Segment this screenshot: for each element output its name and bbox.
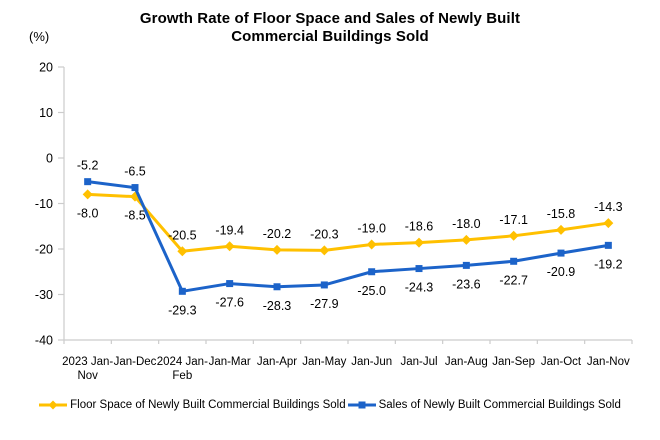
data-point-marker-square	[462, 261, 470, 269]
data-point-marker-diamond	[224, 241, 235, 252]
data-point-marker-diamond	[177, 246, 188, 257]
data-point-label: -14.3	[594, 200, 623, 214]
x-axis-category-label: Jan-Jul	[400, 356, 437, 368]
x-axis-category-label: Jan-May	[302, 356, 346, 368]
data-point-label: -20.2	[263, 227, 292, 241]
data-point-marker-diamond	[319, 245, 330, 256]
data-point-label: -22.7	[499, 273, 528, 287]
y-axis-tick-label: -20	[35, 243, 53, 257]
legend-label-sales: Sales of Newly Built Commercial Building…	[378, 399, 621, 411]
y-axis-tick-label: 20	[39, 61, 53, 75]
x-axis-category-label: Jan-Mar	[209, 356, 251, 368]
chart-title-line2: Commercial Buildings Sold	[231, 28, 429, 45]
y-axis-tick-label: 10	[39, 106, 53, 120]
data-point-marker-diamond	[603, 218, 614, 229]
chart-title: Growth Rate of Floor Space and Sales of …	[0, 10, 660, 46]
legend-item-floor-space: Floor Space of Newly Built Commercial Bu…	[39, 399, 346, 411]
data-point-marker-square	[368, 268, 376, 276]
data-point-label: -25.0	[357, 284, 386, 298]
y-axis-tick-label: 0	[46, 152, 53, 166]
data-point-label: -20.3	[310, 227, 339, 241]
legend-swatch-floor-space-icon	[39, 399, 68, 411]
data-point-label: -18.0	[452, 217, 481, 231]
x-axis-category-label: Jan-Apr	[257, 356, 297, 368]
data-point-label: -18.6	[405, 220, 434, 234]
data-point-marker-square	[510, 257, 518, 265]
legend-label-floor-space: Floor Space of Newly Built Commercial Bu…	[70, 399, 346, 411]
data-point-label: -19.4	[215, 223, 244, 237]
x-axis-category-label: 2024 Jan-Feb	[157, 356, 208, 382]
data-point-label: -5.2	[77, 159, 99, 173]
data-point-label: -29.3	[168, 303, 197, 317]
data-point-label: -27.9	[310, 297, 339, 311]
data-point-label: -19.2	[594, 257, 623, 271]
legend-item-sales: Sales of Newly Built Commercial Building…	[347, 399, 621, 411]
x-axis-category-label: Jan-Nov	[587, 356, 630, 368]
data-point-marker-square	[84, 178, 92, 186]
data-point-label: -8.5	[124, 209, 146, 223]
data-point-marker-square	[415, 265, 423, 273]
data-point-label: -6.5	[124, 165, 146, 179]
data-point-marker-diamond	[82, 189, 93, 200]
legend-swatch-sales-icon	[347, 399, 376, 411]
data-point-marker-square	[178, 287, 186, 295]
data-point-marker-diamond	[272, 244, 282, 255]
chart-title-line1: Growth Rate of Floor Space and Sales of …	[139, 10, 521, 27]
data-point-marker-diamond	[414, 237, 424, 248]
data-point-label: -20.5	[168, 228, 197, 242]
data-point-marker-square	[557, 249, 565, 257]
data-point-label: -28.3	[263, 299, 292, 313]
y-axis-tick-label: -30	[35, 288, 53, 302]
x-axis-category-label: Jan-Dec	[114, 356, 157, 368]
data-point-marker-diamond	[508, 230, 519, 241]
x-axis-category-label: Jan-Jun	[351, 356, 392, 368]
data-point-label: -23.6	[452, 277, 481, 291]
data-point-label: -19.0	[357, 221, 386, 235]
x-axis-category-label: Jan-Sep	[492, 356, 535, 368]
data-point-marker-diamond	[461, 234, 472, 245]
data-point-label: -17.1	[499, 213, 528, 227]
x-axis-category-label: Jan-Oct	[541, 356, 582, 368]
data-point-label: -20.9	[547, 265, 576, 279]
data-point-marker-diamond	[556, 224, 566, 235]
data-point-label: -15.8	[547, 207, 576, 221]
data-point-marker-square	[273, 283, 281, 291]
data-point-marker-square	[320, 281, 328, 289]
data-point-label: -8.0	[77, 206, 99, 220]
data-point-marker-diamond	[366, 239, 377, 250]
x-axis-category-label: Jan-Aug	[445, 356, 488, 368]
data-point-marker-square	[131, 184, 139, 192]
data-point-marker-square	[226, 280, 234, 288]
chart-legend: Floor Space of Newly Built Commercial Bu…	[0, 399, 660, 411]
data-point-marker-square	[604, 241, 612, 249]
data-point-label: -24.3	[405, 281, 434, 295]
y-axis-tick-label: -40	[35, 334, 53, 348]
x-axis-category-label: 2023 Jan-Nov	[62, 356, 113, 382]
series-line-1	[87, 180, 609, 293]
y-axis-unit-label: (%)	[29, 29, 50, 44]
y-axis-tick-label: -10	[35, 197, 53, 211]
series-line-0	[87, 192, 609, 253]
data-point-label: -27.6	[215, 296, 244, 310]
